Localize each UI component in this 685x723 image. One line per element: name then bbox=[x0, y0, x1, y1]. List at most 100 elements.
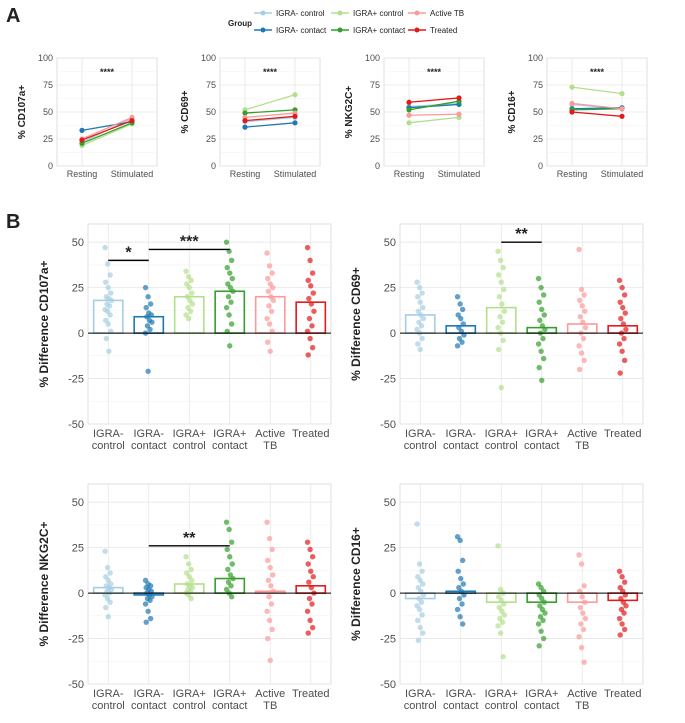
data-point bbox=[266, 535, 273, 542]
data-point bbox=[495, 623, 501, 629]
series-treated bbox=[569, 109, 625, 119]
series-line bbox=[408, 97, 460, 103]
series-active-tb bbox=[569, 100, 625, 112]
data-point bbox=[308, 584, 315, 591]
data-point bbox=[264, 519, 270, 525]
data-point bbox=[420, 630, 426, 636]
data-point bbox=[577, 604, 584, 611]
data-point bbox=[228, 539, 235, 545]
data-point bbox=[308, 301, 315, 307]
panel-label-b: B bbox=[6, 211, 20, 233]
series-line bbox=[244, 112, 296, 119]
y-tick-label: 25 bbox=[370, 134, 380, 144]
x-tick-label: IGRA-control bbox=[404, 428, 437, 452]
data-point bbox=[310, 290, 317, 296]
data-point bbox=[581, 583, 587, 589]
legend: Group IGRA- control IGRA- contact IGRA+ con… bbox=[228, 9, 464, 35]
data-point bbox=[268, 308, 275, 314]
data-point bbox=[106, 348, 112, 354]
series-treated bbox=[406, 95, 462, 105]
data-point bbox=[459, 306, 466, 313]
x-tick-label: Resting bbox=[394, 169, 425, 179]
data-point bbox=[228, 299, 234, 305]
significance-label: **** bbox=[590, 67, 605, 77]
data-point bbox=[454, 343, 461, 349]
x-tick-label: Active TB bbox=[567, 428, 597, 452]
x-tick-label: Resting bbox=[557, 169, 588, 179]
data-point bbox=[304, 608, 311, 614]
data-point bbox=[619, 106, 625, 112]
data-point bbox=[580, 626, 587, 633]
data-point bbox=[143, 619, 149, 625]
data-point bbox=[102, 604, 109, 611]
data-point bbox=[414, 341, 421, 347]
data-point bbox=[500, 654, 506, 660]
y-tick-label: 25 bbox=[206, 134, 216, 144]
data-point bbox=[306, 315, 313, 322]
line-chart-cd16: 0 25 50 75 100 Resting Stimulated % CD16+ **** bbox=[507, 53, 648, 179]
data-point bbox=[105, 321, 111, 327]
legend-title: Group bbox=[228, 19, 252, 28]
series-line bbox=[81, 120, 133, 141]
data-point bbox=[617, 370, 623, 376]
data-point bbox=[458, 315, 464, 322]
data-point bbox=[309, 601, 315, 607]
x-tick-label: Active TB bbox=[255, 428, 285, 452]
y-tick-label: 0 bbox=[390, 328, 396, 340]
data-point bbox=[267, 657, 273, 664]
data-point bbox=[228, 594, 235, 600]
data-point bbox=[455, 568, 461, 574]
data-point bbox=[581, 659, 587, 665]
series-igra-control bbox=[569, 84, 625, 97]
y-axis-label: % CD69+ bbox=[180, 90, 191, 133]
series-igra-contact bbox=[406, 98, 462, 113]
data-point bbox=[311, 308, 317, 314]
data-point bbox=[242, 110, 248, 116]
data-point bbox=[501, 601, 507, 607]
data-point bbox=[619, 574, 625, 580]
data-point bbox=[459, 557, 466, 564]
significance-label: **** bbox=[427, 67, 442, 77]
data-point bbox=[580, 335, 587, 342]
data-point bbox=[147, 301, 154, 307]
data-point bbox=[183, 554, 189, 560]
data-point bbox=[145, 608, 151, 614]
y-tick-label: 100 bbox=[528, 53, 543, 63]
data-point bbox=[292, 120, 298, 126]
legend-label: IGRA+ contact bbox=[353, 26, 406, 35]
series-line bbox=[81, 122, 133, 144]
y-tick-label: -25 bbox=[68, 374, 84, 386]
data-point bbox=[229, 275, 236, 282]
data-point bbox=[188, 595, 194, 602]
significance-label: *** bbox=[180, 233, 199, 250]
data-point bbox=[269, 546, 275, 553]
data-point bbox=[406, 112, 412, 118]
y-tick-label: 50 bbox=[384, 237, 396, 249]
x-tick-label: Active TB bbox=[567, 688, 597, 712]
x-tick-label: Resting bbox=[67, 169, 98, 179]
data-point bbox=[147, 597, 153, 604]
series-treated bbox=[242, 113, 298, 124]
series-line bbox=[81, 116, 133, 140]
significance-label: **** bbox=[100, 67, 115, 77]
data-point bbox=[582, 308, 588, 314]
data-point bbox=[224, 264, 230, 271]
data-point bbox=[500, 264, 506, 271]
y-tick-label: -25 bbox=[380, 634, 396, 646]
y-tick-label: 25 bbox=[72, 543, 84, 555]
line-chart-nkg2c: 0 25 50 75 100 Resting Stimulated % NKG2C+ **** bbox=[344, 53, 485, 179]
data-point bbox=[305, 561, 311, 567]
data-point bbox=[419, 335, 425, 342]
data-point bbox=[108, 297, 115, 304]
x-tick-label: IGRA+ control bbox=[173, 428, 206, 452]
data-point bbox=[580, 610, 586, 616]
series-line bbox=[244, 94, 296, 111]
y-tick-label: 100 bbox=[365, 53, 380, 63]
data-point bbox=[577, 314, 584, 320]
series-line bbox=[408, 100, 460, 111]
data-point bbox=[265, 577, 272, 584]
series-line bbox=[244, 109, 296, 114]
data-point bbox=[621, 579, 628, 585]
data-point bbox=[617, 299, 623, 305]
data-point bbox=[309, 344, 316, 351]
